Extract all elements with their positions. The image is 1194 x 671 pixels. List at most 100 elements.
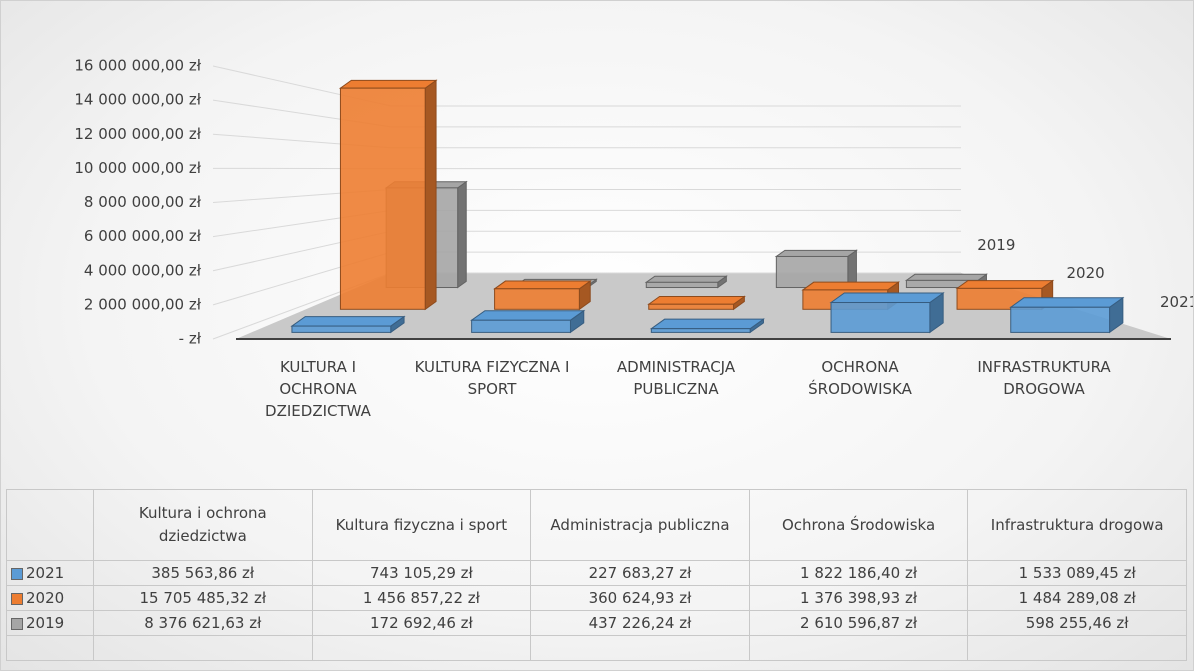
bar-front	[650, 328, 751, 333]
bar-top	[955, 280, 1055, 289]
bar-front	[1010, 306, 1111, 333]
bar	[1009, 296, 1125, 334]
y-tick-label: 6 000 000,00 zł	[84, 227, 202, 245]
empty-cell	[311, 635, 532, 661]
x-tick-label: KULTURA I OCHRONA DZIEDZICTWA	[265, 358, 371, 420]
bar	[338, 79, 438, 311]
bar	[493, 280, 592, 311]
table-value: 2 610 596,87 zł	[748, 610, 969, 636]
table-value: 15 705 485,32 zł	[93, 585, 313, 611]
y-tick-label: - zł	[179, 330, 202, 348]
empty-cell	[530, 635, 750, 661]
depth-label: 2019	[977, 236, 1015, 254]
depth-label: 2020	[1067, 264, 1105, 282]
y-tick-label: 12 000 000,00 zł	[74, 125, 201, 143]
bar-top	[647, 295, 746, 305]
empty-cell	[6, 635, 94, 661]
bar	[829, 292, 945, 334]
table-value: 227 683,27 zł	[530, 560, 750, 586]
table-value: 360 624,93 zł	[530, 585, 750, 611]
bar	[290, 315, 406, 334]
table-row: 2020 15 705 485,32 zł 1 456 857,22 zł 360 6…	[6, 585, 1187, 611]
x-tick-label: KULTURA FIZYCZNA I SPORT	[414, 358, 570, 398]
empty-cell	[748, 635, 969, 661]
bar-front	[648, 303, 735, 310]
table-row: 2021 385 563,86 zł 743 105,29 zł 227 683,27…	[6, 560, 1187, 586]
bar-front	[339, 87, 426, 310]
bar-top	[338, 79, 438, 89]
table-row: 2019 8 376 621,63 zł 172 692,46 zł 437 226,…	[6, 610, 1187, 636]
bar-front	[291, 325, 392, 333]
legend-cell: 2019	[6, 610, 94, 636]
chart: - zł 2 000 000,00 zł 4 000 000,00 zł 6 000 …	[74, 57, 1194, 348]
y-tick-label: 14 000 000,00 zł	[74, 91, 201, 109]
legend-swatch	[11, 567, 23, 580]
column-header: Kultura fizyczna i sport	[311, 489, 532, 561]
legend-label: 2019	[26, 614, 65, 632]
legend-cell: 2020	[6, 585, 94, 611]
x-tick-label: INFRASTRUKTURA DROGOWA	[977, 358, 1111, 398]
legend-swatch	[11, 617, 23, 630]
legend-cell: 2021	[6, 560, 94, 586]
column-header: Ochrona Środowiska	[748, 489, 969, 561]
legend-label: 2021	[26, 564, 65, 582]
table-value: 1 484 289,08 zł	[967, 585, 1187, 611]
bar-top	[493, 280, 592, 290]
bar-top	[904, 273, 989, 281]
bar-front	[494, 288, 580, 310]
table-corner	[6, 489, 94, 561]
bar-top	[649, 318, 766, 330]
y-tick-label: 16 000 000,00 zł	[74, 57, 201, 75]
bar-front	[471, 319, 571, 333]
bar-front	[830, 302, 931, 333]
bar-top	[801, 281, 901, 291]
table-value: 172 692,46 zł	[311, 610, 532, 636]
legend-label: 2020	[26, 589, 65, 607]
y-tick-label: 2 000 000,00 zł	[84, 295, 202, 313]
bar	[649, 318, 766, 334]
column-header: Administracja publiczna	[530, 489, 750, 561]
table-row	[6, 635, 1187, 661]
table-value: 1 376 398,93 zł	[748, 585, 969, 611]
bar-top	[1009, 297, 1125, 308]
bar	[470, 309, 586, 334]
table-value: 8 376 621,63 zł	[93, 610, 313, 636]
table-value: 743 105,29 zł	[311, 560, 532, 586]
table-value: 437 226,24 zł	[530, 610, 750, 636]
bar-side	[457, 180, 467, 289]
bar-top	[644, 275, 728, 283]
bar-front	[775, 255, 849, 289]
empty-cell	[967, 635, 1187, 661]
y-tick-label: 8 000 000,00 zł	[84, 193, 202, 211]
grid-line	[212, 189, 961, 203]
depth-label: 2021	[1160, 293, 1194, 311]
grid-line	[212, 133, 961, 149]
table-value: 1 822 186,40 zł	[748, 560, 969, 586]
bar-side	[424, 79, 437, 311]
table-header: Kultura i ochrona dziedzictwa Kultura fiz…	[6, 489, 1187, 561]
grid-line	[212, 65, 961, 107]
bar-top	[470, 310, 586, 321]
legend-swatch	[11, 592, 23, 605]
x-tick-label: ADMINISTRACJA PUBLICZNA	[616, 358, 736, 398]
table-value: 385 563,86 zł	[93, 560, 313, 586]
x-tick-label: OCHRONA ŚRODOWISKA	[808, 358, 912, 398]
table-value: 598 255,46 zł	[967, 610, 1187, 636]
y-tick-label: 10 000 000,00 zł	[74, 159, 201, 177]
bar-front	[645, 281, 719, 289]
column-header: Infrastruktura drogowa	[967, 489, 1187, 561]
bar	[644, 275, 728, 289]
bar-top	[829, 292, 945, 304]
column-header: Kultura i ochrona dziedzictwa	[93, 489, 313, 561]
y-tick-label: 4 000 000,00 zł	[84, 261, 202, 279]
bar	[647, 295, 746, 311]
table-value: 1 456 857,22 zł	[311, 585, 532, 611]
bar-top	[290, 316, 406, 327]
grid-line	[212, 209, 961, 238]
data-table: Kultura i ochrona dziedzictwa Kultura fiz…	[6, 489, 1187, 661]
empty-cell	[93, 635, 313, 661]
bar	[774, 249, 858, 289]
grid-line	[212, 99, 961, 128]
table-value: 1 533 089,45 zł	[967, 560, 1187, 586]
